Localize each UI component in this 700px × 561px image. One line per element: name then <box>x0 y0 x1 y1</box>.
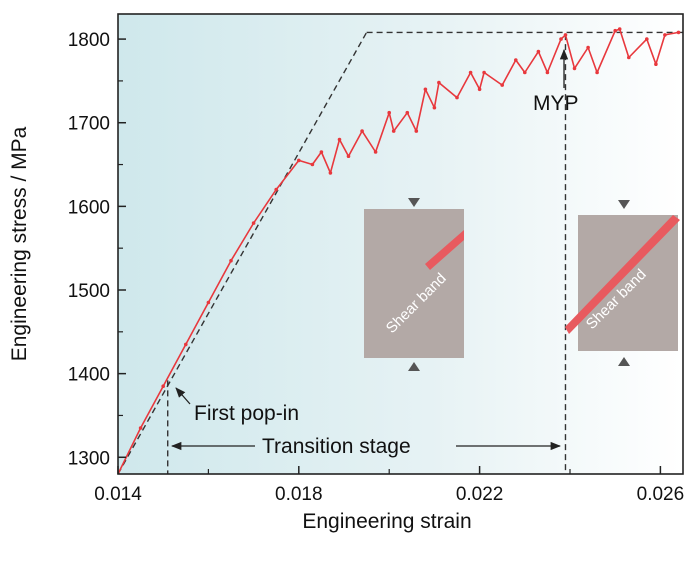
data-series <box>118 27 681 474</box>
data-point <box>328 171 333 175</box>
axis-ticks: 0.014 0.018 0.022 0.026 1300 1400 1500 1600 1700… <box>68 30 684 505</box>
data-point <box>563 33 568 37</box>
inset-left-arrow-top <box>408 198 420 207</box>
x-tick-label: 0.022 <box>456 484 504 505</box>
first-pop-in-arrow <box>175 387 191 405</box>
y-tick-label: 1600 <box>68 197 110 218</box>
data-point <box>391 129 396 133</box>
inset-left-arrow-bottom <box>408 362 420 371</box>
first-pop-in-label: First pop-in <box>194 402 299 425</box>
data-point <box>274 187 279 192</box>
data-point <box>310 162 315 167</box>
annotations: First pop-in Transition stage MYP <box>170 48 579 458</box>
data-point <box>559 37 563 41</box>
inset-right-arrow-bottom <box>618 357 630 366</box>
data-point <box>229 258 233 263</box>
data-point <box>663 33 667 37</box>
data-point <box>536 49 541 54</box>
y-axis-label: Engineering stress / MPa <box>8 126 31 361</box>
data-point <box>645 37 649 41</box>
data-point <box>437 80 441 85</box>
x-axis-label: Engineering strain <box>302 510 471 533</box>
data-point <box>500 83 505 87</box>
plot-frame <box>117 13 684 475</box>
data-point <box>572 66 577 71</box>
data-point <box>423 87 428 92</box>
data-point <box>617 27 622 31</box>
series-line-0 <box>118 28 679 474</box>
data-point <box>613 28 617 33</box>
data-point <box>523 70 527 75</box>
data-point <box>595 70 599 75</box>
data-point <box>297 158 301 163</box>
inset-left: Shear band <box>364 198 464 371</box>
data-point <box>414 129 419 133</box>
data-point <box>455 95 459 100</box>
y-tick-label: 1800 <box>68 30 110 51</box>
guide-lines <box>118 31 683 474</box>
inset-right-arrow-top <box>618 200 630 209</box>
data-point <box>206 300 211 305</box>
data-point <box>477 87 482 92</box>
data-point <box>676 30 681 35</box>
myp-label: MYP <box>533 92 579 115</box>
data-point <box>251 221 256 225</box>
data-point <box>654 62 658 66</box>
data-point <box>360 129 364 133</box>
data-point <box>482 70 486 75</box>
data-point <box>586 45 590 50</box>
data-point <box>514 58 518 62</box>
transition-stage-label: Transition stage <box>262 435 411 458</box>
data-point <box>627 55 631 60</box>
data-point <box>319 150 324 154</box>
elastic-guide-line <box>118 32 368 474</box>
data-point <box>373 150 378 154</box>
y-tick-label: 1400 <box>68 365 110 386</box>
data-point <box>337 137 342 142</box>
data-point <box>432 105 437 110</box>
data-point <box>346 154 351 158</box>
y-tick-label: 1500 <box>68 281 110 302</box>
x-tick-label: 0.026 <box>637 484 685 505</box>
data-point <box>184 342 188 347</box>
x-tick-label: 0.014 <box>94 484 142 505</box>
inset-right: Shear band <box>565 200 680 366</box>
data-point <box>545 70 550 75</box>
data-point <box>138 426 143 430</box>
data-point <box>405 110 410 115</box>
data-point <box>161 384 165 389</box>
data-point <box>468 70 473 75</box>
data-point <box>387 110 392 115</box>
inset-left-block <box>364 209 464 358</box>
inset-left-shear-band <box>425 230 464 270</box>
y-tick-label: 1300 <box>68 448 110 469</box>
x-tick-label: 0.018 <box>275 484 323 505</box>
inset-right-shear-band <box>565 215 680 334</box>
y-tick-label: 1700 <box>68 114 110 135</box>
